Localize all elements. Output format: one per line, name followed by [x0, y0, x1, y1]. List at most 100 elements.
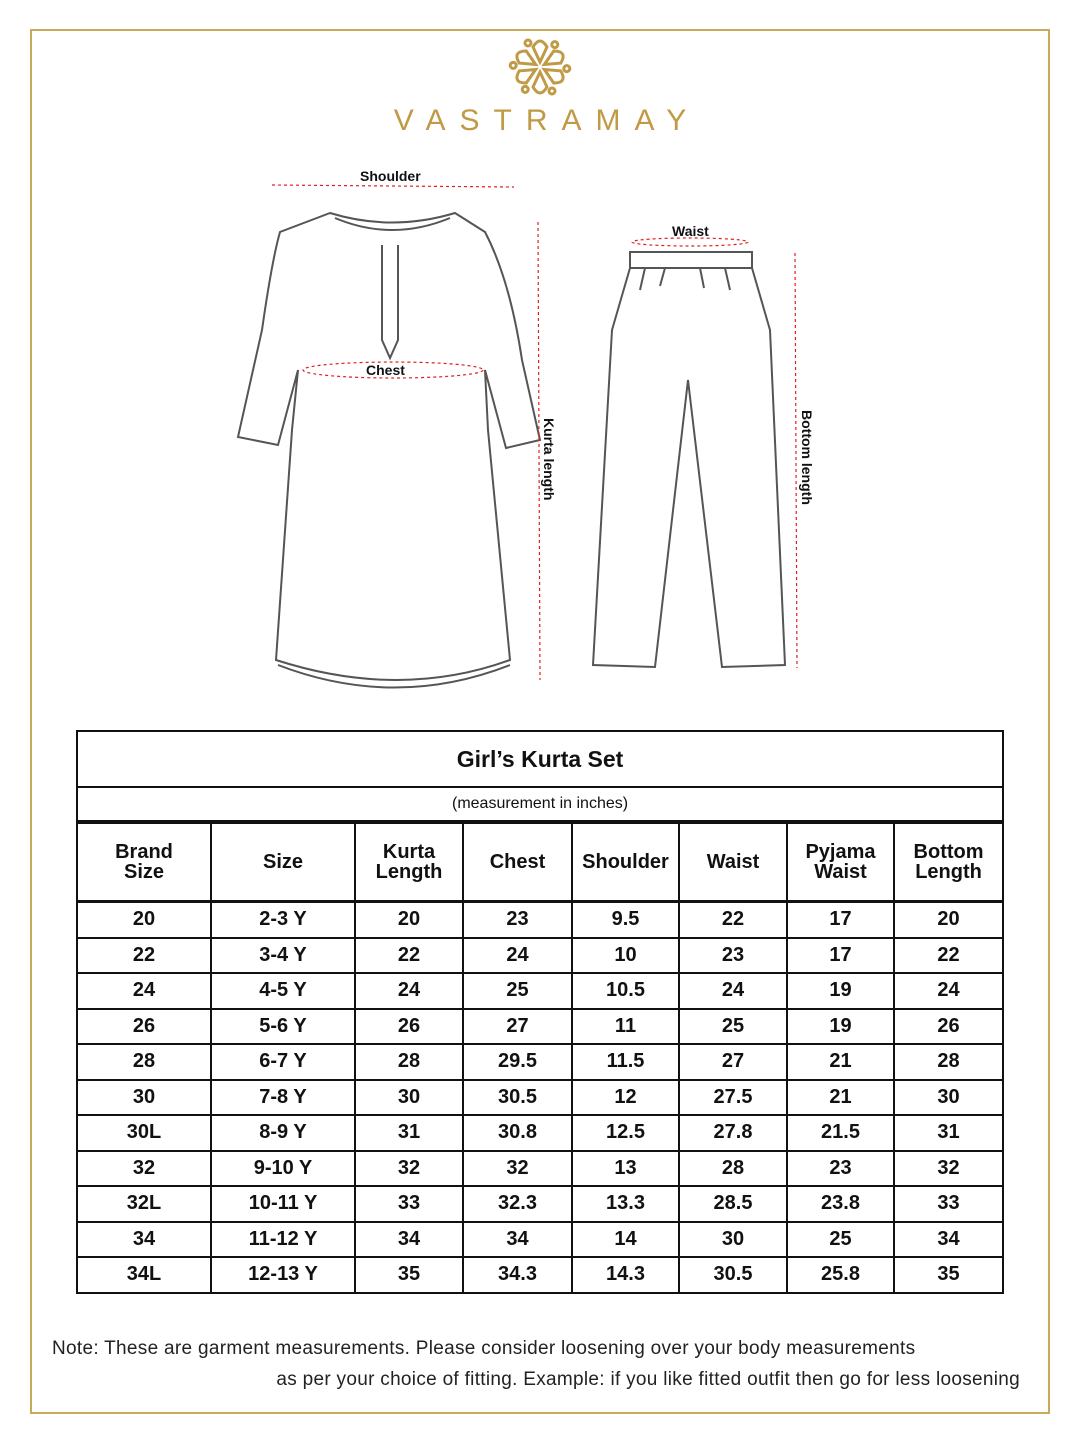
table-cell: 32: [892, 1149, 1005, 1187]
table-cell: 23: [462, 900, 573, 939]
brand-name: VASTRAMAY: [393, 104, 701, 137]
table-cell: 27: [462, 1007, 573, 1045]
mandala-logo-icon: [507, 38, 573, 96]
column-header-text: Length: [915, 861, 982, 883]
column-header-text: Kurta: [382, 841, 436, 863]
column-header-text: Waist: [814, 861, 867, 883]
table-row: 34L 12-13 Y 35 34.3 14.3 30.5 25.8 35: [76, 1256, 1005, 1294]
column-header-text: Size: [123, 861, 165, 883]
table-row: 32L 10-11 Y 33 32.3 13.3 28.5 23.8 33: [76, 1185, 1005, 1223]
table-cell: 6-7 Y: [210, 1043, 356, 1081]
page-border: [30, 29, 1050, 1414]
table-cell: 17: [786, 900, 895, 939]
table-cell: 9.5: [571, 900, 680, 939]
table-cell: 29.5: [462, 1043, 573, 1081]
table-row: 32 9-10 Y 32 32 13 28 23 32: [76, 1149, 1005, 1187]
kurta-length-label: Kurta length: [541, 418, 557, 500]
table-cell: 31: [354, 1114, 464, 1152]
table-subtitle: (measurement in inches): [75, 786, 1005, 823]
table-cell: 20: [354, 900, 464, 939]
kurta-drawing: [236, 211, 542, 689]
table-cell: 28: [892, 1043, 1005, 1081]
table-cell: 22: [892, 936, 1005, 974]
table-cell: 24: [76, 972, 212, 1010]
table-cell: 27.5: [678, 1078, 788, 1116]
note-line-1: Note: These are garment measurements. Pl…: [52, 1338, 916, 1359]
column-header: Kurta Length: [354, 820, 464, 903]
table-cell: 33: [354, 1185, 464, 1223]
measure-lines: [271, 184, 798, 681]
table-cell: 3-4 Y: [210, 936, 356, 974]
column-header: Waist: [678, 820, 788, 903]
column-header: Chest: [462, 820, 573, 903]
table-cell: 10: [571, 936, 680, 974]
column-header-text: Pyjama: [805, 841, 876, 863]
table-cell: 14: [571, 1220, 680, 1258]
column-header: Brand Size: [76, 820, 212, 903]
table-cell: 35: [892, 1256, 1005, 1294]
table-cell: 23: [786, 1149, 895, 1187]
table-cell: 12-13 Y: [210, 1256, 356, 1294]
table-cell: 34: [354, 1220, 464, 1258]
table-cell: 11-12 Y: [210, 1220, 356, 1258]
table-row: 20 2-3 Y 20 23 9.5 22 17 20: [76, 900, 1005, 939]
table-cell: 13: [571, 1149, 680, 1187]
table-cell: 21: [786, 1043, 895, 1081]
table-cell: 19: [786, 972, 895, 1010]
table-cell: 34.3: [462, 1256, 573, 1294]
table-row: 28 6-7 Y 28 29.5 11.5 27 21 28: [76, 1043, 1005, 1081]
table-cell: 34: [76, 1220, 212, 1258]
table-cell: 26: [354, 1007, 464, 1045]
table-cell: 10.5: [571, 972, 680, 1010]
table-row: 30 7-8 Y 30 30.5 12 27.5 21 30: [76, 1078, 1005, 1116]
column-header: Pyjama Waist: [786, 820, 895, 903]
table-cell: 22: [678, 900, 788, 939]
table-cell: 31: [892, 1114, 1005, 1152]
table-cell: 25: [678, 1007, 788, 1045]
table-row: 24 4-5 Y 24 25 10.5 24 19 24: [76, 972, 1005, 1010]
table-cell: 5-6 Y: [210, 1007, 356, 1045]
table-cell: 26: [76, 1007, 212, 1045]
table-cell: 25: [462, 972, 573, 1010]
table-cell: 30: [354, 1078, 464, 1116]
table-row: 26 5-6 Y 26 27 11 25 19 26: [76, 1007, 1005, 1045]
table-cell: 13.3: [571, 1185, 680, 1223]
table-cell: 32: [354, 1149, 464, 1187]
table-cell: 30.5: [678, 1256, 788, 1294]
table-cell: 11.5: [571, 1043, 680, 1081]
table-cell: 23: [678, 936, 788, 974]
brand-logo: [0, 34, 1080, 105]
fitting-note: Note: These are garment measurements. Pl…: [52, 1333, 1020, 1395]
table-cell: 34: [462, 1220, 573, 1258]
table-cell: 21.5: [786, 1114, 895, 1152]
column-header-text: Bottom: [913, 841, 984, 863]
table-cell: 28.5: [678, 1185, 788, 1223]
table-cell: 32.3: [462, 1185, 573, 1223]
note-line-2: as per your choice of fitting. Example: …: [276, 1369, 1020, 1390]
table-cell: 35: [354, 1256, 464, 1294]
column-header: Shoulder: [571, 820, 680, 903]
table-title: Girl’s Kurta Set: [75, 730, 1005, 788]
shoulder-label: Shoulder: [360, 168, 421, 184]
table-header-row: Brand Size Size Kurta Length Chest Shoulder Wai…: [76, 820, 1005, 903]
table-cell: 7-8 Y: [210, 1078, 356, 1116]
table-cell: 10-11 Y: [210, 1185, 356, 1223]
table-cell: 28: [354, 1043, 464, 1081]
table-cell: 24: [678, 972, 788, 1010]
table-cell: 34: [892, 1220, 1005, 1258]
table-cell: 24: [354, 972, 464, 1010]
column-header: Size: [210, 820, 356, 903]
table-cell: 23.8: [786, 1185, 895, 1223]
table-row: 30L 8-9 Y 31 30.8 12.5 27.8 21.5 31: [76, 1114, 1005, 1152]
table-cell: 30L: [76, 1114, 212, 1152]
table-cell: 32L: [76, 1185, 212, 1223]
table-cell: 24: [462, 936, 573, 974]
table-cell: 11: [571, 1007, 680, 1045]
column-header-text: Length: [375, 861, 443, 883]
table-cell: 21: [786, 1078, 895, 1116]
table-cell: 30: [678, 1220, 788, 1258]
table-cell: 2-3 Y: [210, 900, 356, 939]
column-header-text: Shoulder: [582, 851, 669, 873]
table-cell: 30.8: [462, 1114, 573, 1152]
column-header-text: Size: [262, 851, 304, 873]
